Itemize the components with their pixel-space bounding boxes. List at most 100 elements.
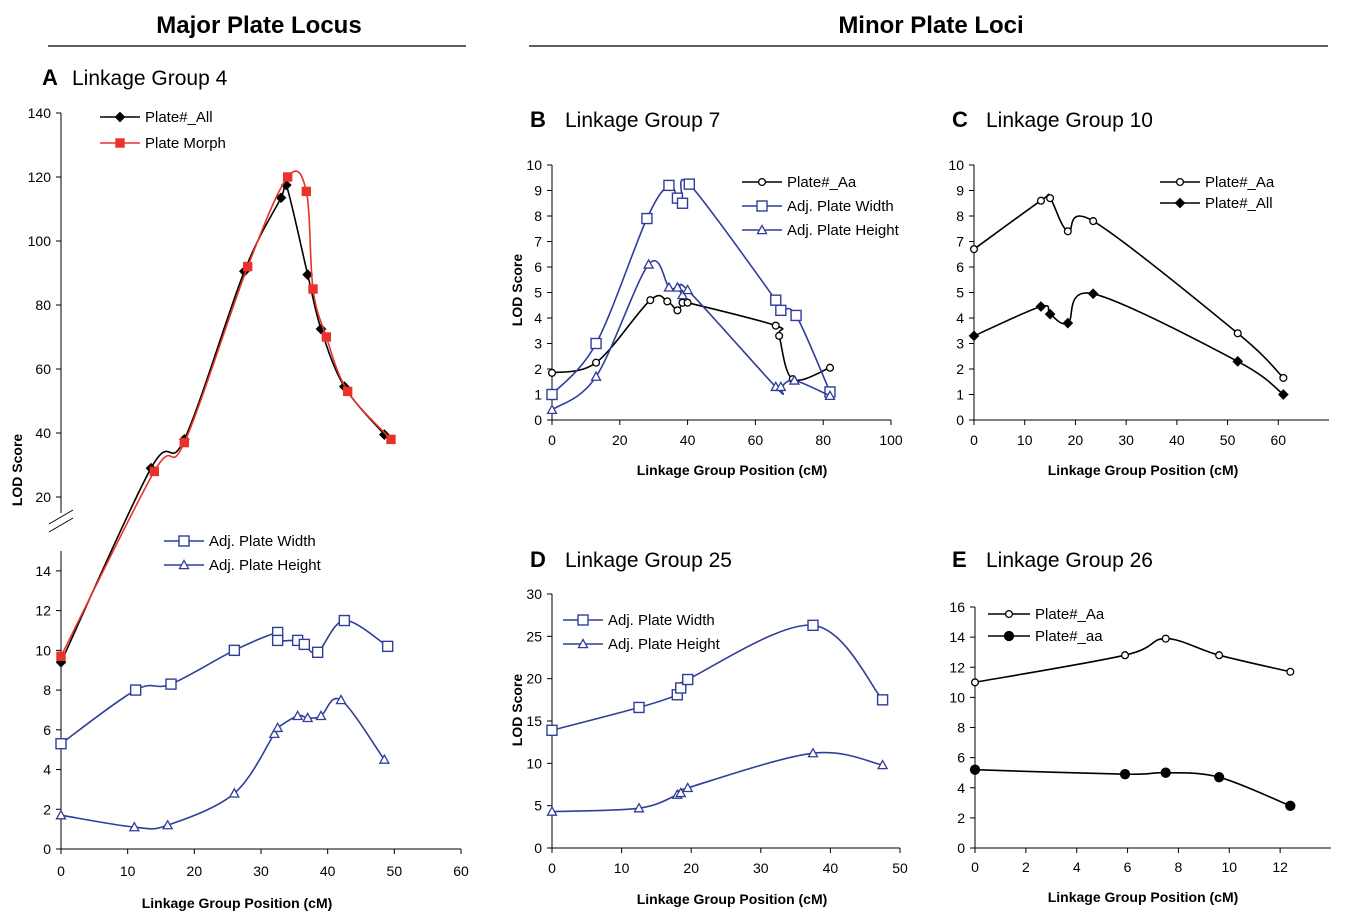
data-point	[381, 640, 394, 653]
y-tick-label: 5	[956, 285, 964, 301]
data-point	[311, 646, 324, 659]
axes: 0 20 40 60 80 100 0 1 2 3 4 5 6 7 8 9 10	[526, 157, 902, 448]
data-point	[335, 694, 347, 705]
y-tick-label: 6	[534, 259, 542, 275]
x-tick-label: 4	[1073, 859, 1081, 875]
series-line	[974, 768, 1291, 807]
x-axis-title: Linkage Group Position (cM)	[142, 895, 333, 911]
legend-label: Adj. Plate Width	[787, 198, 894, 215]
series-plate-all	[55, 178, 390, 668]
legend-label: Adj. Plate Width	[209, 533, 316, 550]
legend-marker	[1003, 630, 1015, 642]
y-tick-label: 2	[43, 801, 51, 817]
data-point	[1046, 194, 1055, 203]
panel-title: Linkage Group 7	[565, 109, 720, 132]
legend-label: Adj. Plate Width	[608, 612, 715, 629]
data-point	[969, 245, 979, 254]
data-point	[1044, 308, 1056, 320]
x-tick-label: 8	[1175, 859, 1183, 875]
x-tick-label: 40	[823, 860, 839, 876]
x-tick-label: 40	[1169, 432, 1185, 448]
data-point	[321, 332, 332, 342]
y-tick-label: 12	[949, 659, 965, 675]
data-point	[1286, 667, 1295, 676]
series-line	[551, 260, 831, 411]
series-adj-plate-height	[546, 747, 889, 816]
legend-marker	[1004, 609, 1014, 619]
legend-marker	[757, 177, 767, 187]
data-point	[771, 321, 780, 330]
data-point	[56, 651, 66, 661]
x-tick-label: 0	[548, 860, 556, 876]
section-minor-header: Minor Plate Loci	[529, 12, 1328, 47]
data-point	[1161, 634, 1170, 643]
chart-panel-d: D Linkage Group 25 0 10 20 30 40 50 0 5 10 15 20 25 30…	[509, 547, 908, 907]
y-tick-label: 9	[956, 183, 964, 199]
chart-panel-a: A Linkage Group 4 0 10 20 30 40 50 60 0 2 4 6 8 10 12 14…	[9, 65, 469, 911]
legend: Adj. Plate Width Adj. Plate Height	[164, 533, 322, 574]
legend-marker	[756, 224, 768, 235]
data-point	[633, 802, 645, 813]
minor-section-title: Minor Plate Loci	[838, 12, 1023, 39]
y-tick-label: 10	[949, 689, 965, 705]
data-point	[681, 284, 694, 295]
axis-break-mark	[48, 509, 74, 525]
data-point	[308, 284, 318, 294]
series-adj-plate-width	[546, 619, 889, 737]
y-tick-label: 2	[957, 810, 965, 826]
data-point	[302, 269, 314, 280]
data-point	[970, 678, 980, 687]
series-line	[60, 170, 392, 657]
y-tick-label: 0	[534, 840, 542, 856]
axis-break-mark	[48, 517, 74, 533]
legend-label: Plate#_Aa	[1035, 606, 1105, 623]
x-tick-label: 50	[1220, 432, 1236, 448]
y-tick-label: 20	[35, 489, 51, 505]
x-tick-label: 80	[815, 432, 831, 448]
legend-label: Adj. Plate Height	[209, 557, 322, 574]
y-tick-label: 0	[957, 840, 965, 856]
data-point	[315, 710, 327, 721]
series-line	[60, 619, 389, 745]
x-axis-title: Linkage Group Position (cM)	[637, 891, 828, 907]
data-point	[807, 619, 819, 632]
y-axis-title: LOD Score	[509, 254, 525, 327]
chart-panel-c: C Linkage Group 10 0 10 20 30 40 50 60 0 1 2 3 4 5 6 7 8 9…	[948, 107, 1329, 478]
axes: 0 10 20 30 40 50 60 0 1 2 3 4 5 6 7 8 9 10	[948, 157, 1329, 448]
x-axis-title: Linkage Group Position (cM)	[1048, 462, 1239, 478]
data-point	[663, 281, 675, 292]
y-tick-label: 120	[28, 169, 52, 185]
series-line	[973, 193, 1284, 379]
series-adj-plate-width	[55, 614, 394, 750]
legend-label: Plate Morph	[145, 135, 226, 152]
legend-marker	[178, 559, 190, 570]
y-tick-label: 8	[43, 682, 51, 698]
legend-label: Plate#_aa	[1035, 628, 1103, 645]
data-point	[547, 368, 557, 377]
data-point	[876, 759, 889, 770]
data-point	[546, 805, 558, 816]
data-point	[546, 388, 558, 401]
series-plate-aa	[969, 764, 1296, 811]
legend-marker	[114, 111, 126, 123]
x-tick-label: 30	[253, 863, 269, 879]
y-axis-title: LOD Score	[9, 434, 25, 507]
y-tick-label: 10	[526, 755, 542, 771]
legend-marker	[756, 200, 768, 212]
data-point	[342, 386, 353, 397]
data-point	[807, 747, 819, 758]
data-point	[775, 381, 787, 392]
y-tick-label: 4	[43, 762, 51, 778]
y-tick-label: 14	[35, 563, 51, 579]
data-point	[1278, 389, 1289, 400]
data-point	[646, 296, 655, 305]
x-tick-label: 20	[612, 432, 628, 448]
x-tick-label: 60	[453, 863, 469, 879]
axes: 0 2 4 6 8 10 12 0 2 4 6 8 10 12 14 16	[949, 599, 1331, 875]
axes: 0 10 20 30 40 50 60 0 2 4 6 8 10 12 14 20 40 60 80 100 120 14…	[28, 105, 469, 879]
data-point	[378, 753, 390, 764]
y-tick-label: 12	[35, 603, 51, 619]
x-axis-title: Linkage Group Position (cM)	[1048, 889, 1239, 905]
y-tick-label: 2	[534, 361, 542, 377]
